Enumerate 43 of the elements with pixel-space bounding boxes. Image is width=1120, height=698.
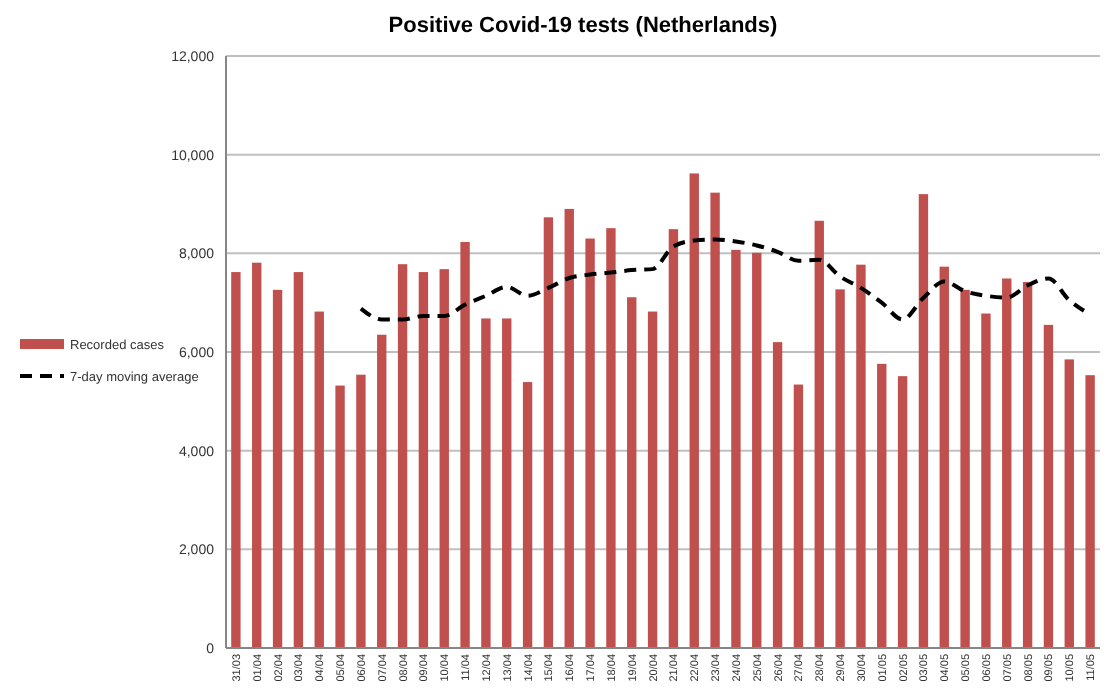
bar: [647, 311, 658, 648]
chart-title: Positive Covid-19 tests (Netherlands): [388, 14, 779, 38]
bar: [1002, 278, 1012, 648]
bar: [689, 173, 699, 648]
bar: [377, 334, 387, 648]
bar: [272, 289, 283, 648]
bar: [522, 382, 533, 648]
bar: [293, 272, 304, 648]
bar: [585, 238, 595, 648]
bar: [627, 297, 637, 648]
bar: [564, 208, 574, 648]
bar: [668, 229, 679, 648]
bar: [710, 192, 720, 648]
bar: [814, 220, 824, 648]
bar: [939, 266, 949, 648]
bar: [439, 269, 449, 648]
bar: [918, 194, 929, 648]
bar: [1064, 359, 1074, 648]
bar: [772, 342, 783, 648]
bar: [356, 374, 366, 648]
bar: [335, 385, 345, 648]
bar: [960, 289, 970, 648]
bar: [877, 363, 887, 648]
bar: [731, 249, 741, 648]
bar: [252, 262, 262, 648]
bar: [835, 289, 845, 648]
bar: [460, 241, 470, 648]
bar: [231, 272, 241, 648]
bar: [793, 384, 804, 648]
bar: [397, 264, 408, 648]
bar: [314, 311, 324, 648]
bar: [418, 272, 429, 648]
bar: [856, 264, 866, 648]
bar: [502, 318, 512, 648]
bar: [1043, 324, 1054, 648]
bar: [752, 252, 762, 648]
bar: [481, 318, 491, 648]
bar: [1085, 375, 1095, 648]
bar: [606, 228, 616, 648]
bar: [543, 217, 554, 648]
bar: [981, 313, 991, 648]
bar: [897, 376, 908, 648]
bar: [1022, 281, 1033, 648]
